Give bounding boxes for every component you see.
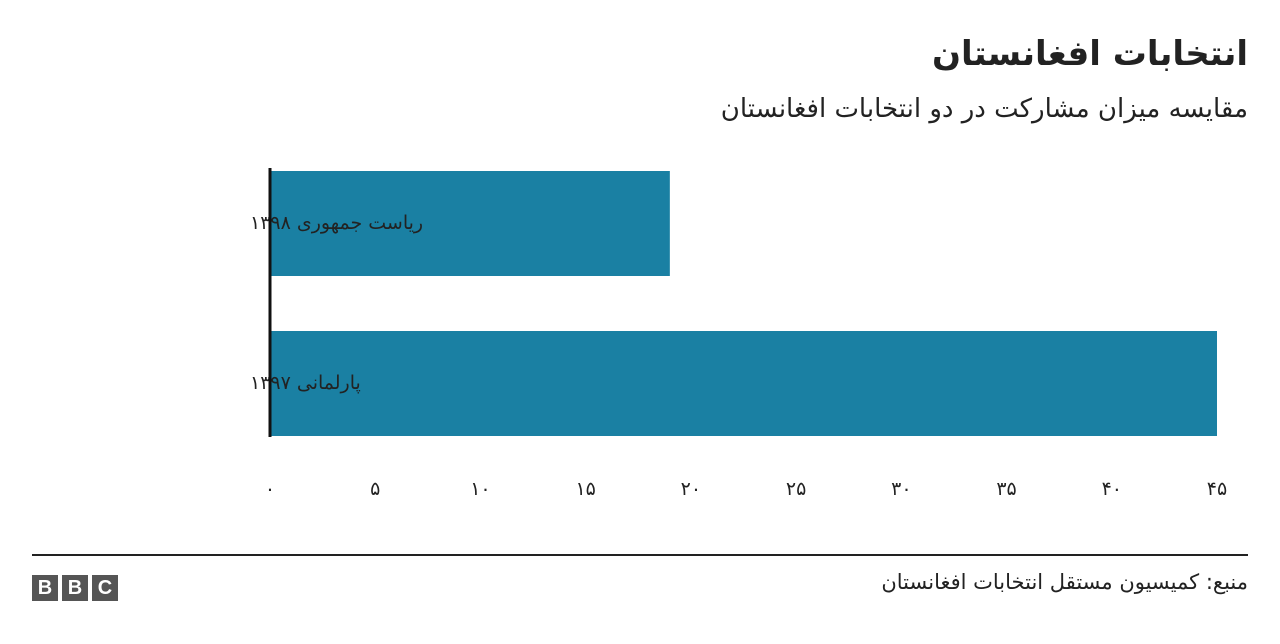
bar [270,171,670,276]
bbc-logo: B B C [32,575,118,601]
x-tick-label: ۲۵ [786,478,806,500]
x-tick-label: ۱۵ [575,478,595,500]
x-tick-label: ۴۵ [1207,478,1227,500]
x-tick-label: ۴۰ [1102,478,1122,500]
logo-letter-1: B [32,575,58,601]
category-label: ریاست جمهوری ۱۳۹۸ [250,212,423,234]
bar-group [270,171,1217,436]
x-tick-label: ۰ [265,478,275,500]
bar-chart: ریاست جمهوری ۱۳۹۸ پارلمانی ۱۳۹۷ ۰ ۵ ۱۰ ۱۵ ۲۰ ۲… [250,168,1227,500]
source-note: منبع: کمیسیون مستقل انتخابات افغانستان [881,570,1248,594]
category-labels: ریاست جمهوری ۱۳۹۸ پارلمانی ۱۳۹۷ [250,212,423,394]
x-tick-labels: ۰ ۵ ۱۰ ۱۵ ۲۰ ۲۵ ۳۰ ۳۵ ۴۰ ۴۵ [265,478,1227,500]
x-tick-label: ۳۵ [996,478,1016,500]
category-label: پارلمانی ۱۳۹۷ [250,372,361,394]
x-tick-label: ۳۰ [891,478,911,500]
logo-letter-2: B [62,575,88,601]
chart-subtitle: مقایسه میزان مشارکت در دو انتخابات افغان… [720,94,1248,124]
bar [270,331,1217,436]
x-tick-label: ۵ [370,478,380,500]
x-tick-label: ۱۰ [470,478,490,500]
logo-letter-3: C [92,575,118,601]
x-tick-label: ۲۰ [681,478,701,500]
chart-title: انتخابات افغانستان [931,34,1248,74]
footer-divider [32,554,1248,556]
